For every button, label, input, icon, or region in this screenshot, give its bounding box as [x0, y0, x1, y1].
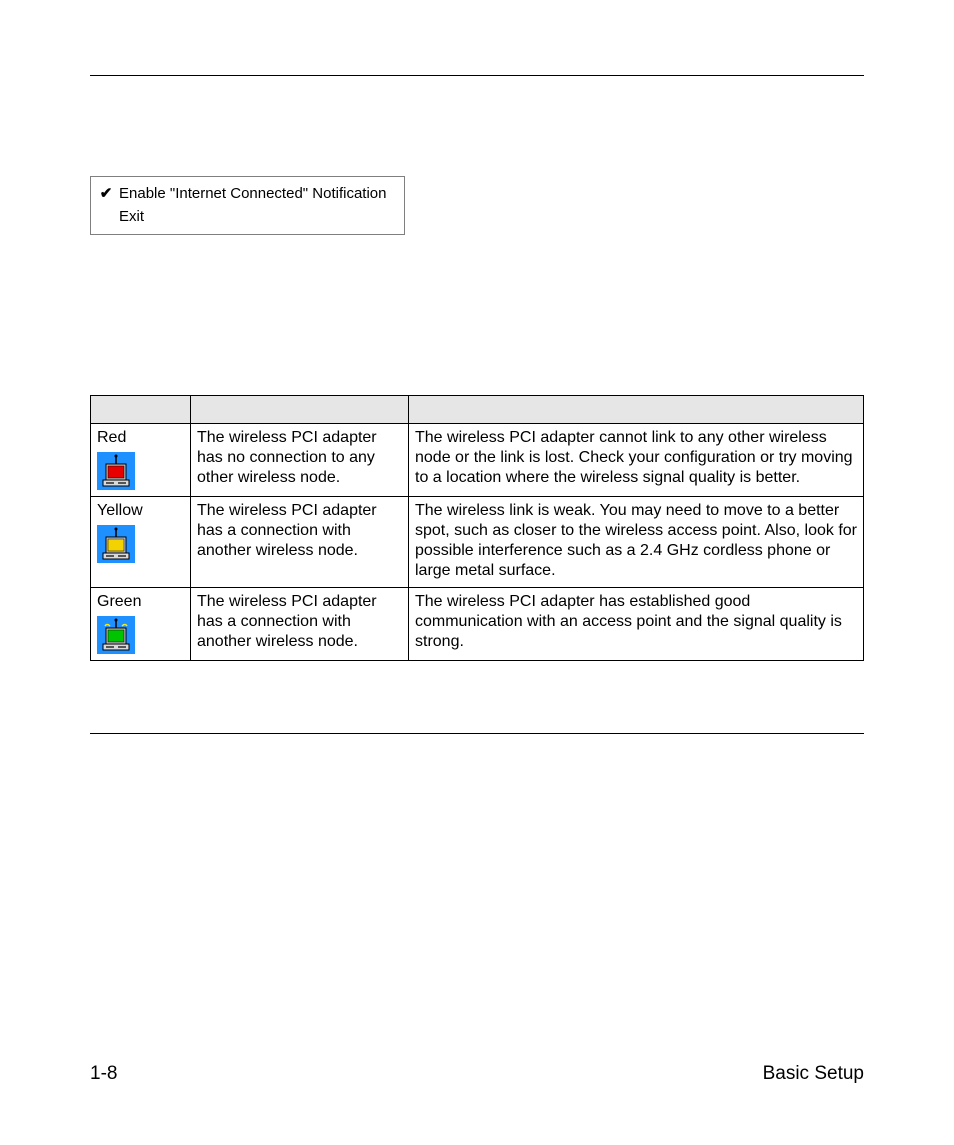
- bottom-divider: [90, 733, 864, 734]
- status-color-table: Red The wireless PCI adapter has no conne…: [90, 395, 864, 661]
- color-label: Green: [97, 592, 184, 612]
- color-label: Red: [97, 428, 184, 448]
- menu-item-enable-notification[interactable]: ✔ Enable "Internet Connected" Notificati…: [99, 183, 396, 206]
- description-cell: The wireless link is weak. You may need …: [409, 497, 864, 588]
- condition-cell: The wireless PCI adapter has no connecti…: [191, 424, 409, 497]
- page-footer: 1-8 Basic Setup: [90, 1063, 864, 1085]
- condition-cell: The wireless PCI adapter has a connectio…: [191, 497, 409, 588]
- pci-adapter-icon: [97, 525, 135, 563]
- section-title: Basic Setup: [763, 1063, 864, 1085]
- table-header-cell: [409, 396, 864, 424]
- table-header-cell: [91, 396, 191, 424]
- page-number: 1-8: [90, 1063, 117, 1085]
- table-header-row: [91, 396, 864, 424]
- color-cell: Green: [91, 588, 191, 661]
- description-cell: The wireless PCI adapter has established…: [409, 588, 864, 661]
- table-row: Yellow The wireless PCI adapter has a con…: [91, 497, 864, 588]
- context-menu: ✔ Enable "Internet Connected" Notificati…: [90, 176, 405, 235]
- pci-adapter-icon: [97, 616, 135, 654]
- color-cell: Red: [91, 424, 191, 497]
- description-cell: The wireless PCI adapter cannot link to …: [409, 424, 864, 497]
- table-row: Green The wireless PCI adapter has a conn…: [91, 588, 864, 661]
- menu-item-label: Enable "Internet Connected" Notification: [119, 183, 386, 206]
- menu-item-label: Exit: [119, 206, 144, 229]
- color-cell: Yellow: [91, 497, 191, 588]
- table-row: Red The wireless PCI adapter has no conne…: [91, 424, 864, 497]
- top-divider: [90, 75, 864, 76]
- menu-item-exit[interactable]: Exit: [99, 206, 396, 229]
- table-header-cell: [191, 396, 409, 424]
- check-icon: ✔: [99, 183, 113, 206]
- color-label: Yellow: [97, 501, 184, 521]
- condition-cell: The wireless PCI adapter has a connectio…: [191, 588, 409, 661]
- pci-adapter-icon: [97, 452, 135, 490]
